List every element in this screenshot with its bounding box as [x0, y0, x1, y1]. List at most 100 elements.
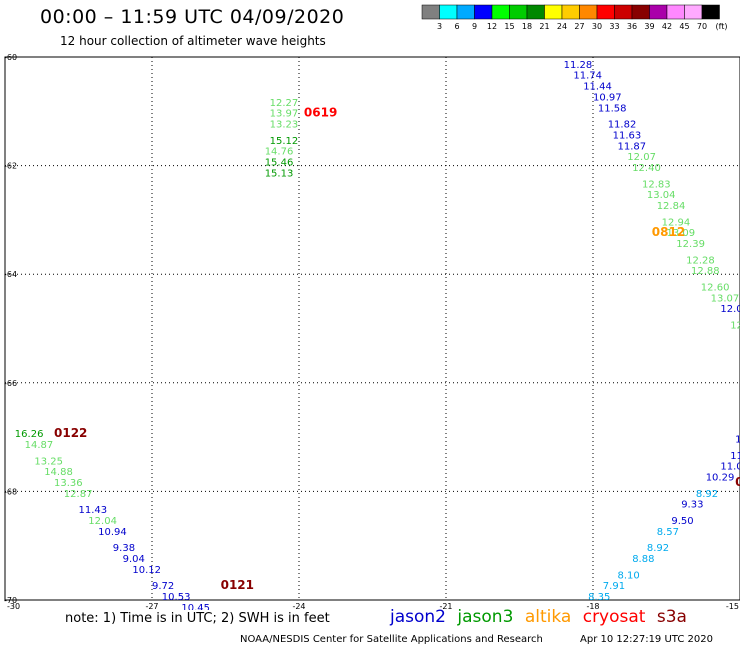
- wave-height-value: 12.28: [686, 255, 715, 266]
- wave-height-value: 12.83: [642, 179, 671, 190]
- wave-height-value: 7.91: [603, 581, 625, 592]
- colorbar-tick-label: 45: [679, 22, 689, 31]
- colorbar-tick-label: 30: [592, 22, 602, 31]
- wave-height-value: 8.92: [696, 489, 718, 500]
- pass-time-label: 0122: [54, 426, 87, 440]
- wave-height-value: 12.0: [720, 304, 740, 315]
- chart-subtitle: 12 hour collection of altimeter wave hei…: [60, 34, 326, 48]
- colorbar-tick-label: 36: [627, 22, 637, 31]
- wave-height-value: 15.13: [265, 168, 294, 179]
- wave-height-value: 10.97: [593, 92, 622, 103]
- colorbar-tick-label: 39: [644, 22, 654, 31]
- wave-height-value: 14.87: [25, 440, 54, 451]
- x-tick-label: -15: [726, 602, 739, 610]
- wave-height-value: 11.74: [573, 71, 602, 82]
- colorbar-tick-label: 3: [437, 22, 442, 31]
- wave-height-value: 10.94: [98, 527, 127, 538]
- pass-time-label: 0121: [221, 578, 254, 592]
- satellite-name-cryosat: cryosat: [582, 607, 646, 627]
- wave-height-value: 11.58: [598, 103, 627, 114]
- footnote: note: 1) Time is in UTC; 2) SWH is in fe…: [65, 611, 330, 626]
- wave-height-value: 12.27: [270, 98, 299, 109]
- wave-height-value: 14.76: [265, 147, 294, 158]
- wave-height-value: 11.82: [608, 120, 637, 131]
- wave-height-value: 10: [735, 435, 740, 446]
- wave-height-value: 12.87: [64, 489, 93, 500]
- wave-height-value: 12: [730, 321, 740, 332]
- x-tick-label: -21: [439, 602, 452, 610]
- wave-height-value: 12.88: [691, 266, 720, 277]
- colorbar: 3 6 9 12 15 18 21 24 27 30 33 36 39 42 45 70 (ft): [421, 4, 728, 31]
- colorbar-tick-label: 24: [557, 22, 567, 31]
- wave-height-value: 10.45: [181, 603, 210, 610]
- colorbar-tick-label: 70: [697, 22, 707, 31]
- y-tick-label: -70: [4, 596, 17, 605]
- pass-time-label: 0: [735, 475, 740, 489]
- satellite-legend: jason2 jason3 altika cryosat s3a: [390, 607, 693, 627]
- wave-height-value: 9.04: [123, 554, 145, 565]
- wave-height-value: 9.50: [671, 516, 693, 527]
- y-tick-label: -66: [4, 379, 17, 388]
- wave-height-value: 13.04: [647, 190, 676, 201]
- wave-height-value: 10.29: [706, 473, 735, 484]
- wave-height-value: 13.23: [270, 120, 299, 131]
- wave-height-value: 9.72: [152, 581, 174, 592]
- wave-height-value: 13.97: [270, 109, 299, 120]
- wave-height-value: 13.36: [54, 478, 83, 489]
- wave-height-value: 8.57: [657, 527, 679, 538]
- colorbar-swatch: [701, 4, 720, 20]
- wave-height-value: 8.35: [588, 592, 610, 603]
- wave-height-value: 11.28: [564, 60, 593, 71]
- wave-height-value: 11.43: [79, 505, 108, 516]
- y-tick-label: -60: [4, 53, 17, 62]
- wave-height-value: 12.84: [657, 201, 686, 212]
- wave-height-value: 13.25: [34, 456, 63, 467]
- colorbar-tick-label: 6: [454, 22, 459, 31]
- chart-title: 00:00 – 11:59 UTC 04/09/2020: [40, 6, 345, 28]
- colorbar-tick-label: 27: [574, 22, 584, 31]
- colorbar-tick-label: 15: [504, 22, 514, 31]
- pass-time-label: 0619: [304, 106, 337, 120]
- wave-height-value: 8.10: [618, 570, 640, 581]
- colorbar-tick-label: 21: [539, 22, 549, 31]
- wave-height-value: 11.00: [720, 462, 740, 473]
- wave-height-value: 10.12: [132, 565, 161, 576]
- wave-height-value: 12.39: [676, 239, 705, 250]
- wave-height-value: 16.26: [15, 429, 44, 440]
- generation-timestamp: Apr 10 12:27:19 UTC 2020: [580, 634, 713, 645]
- pass-time-label: 0812: [652, 225, 685, 239]
- plot-area: -30 -27 -24 -21 -18 -15 -60 -62 -64 -66 -68 -70 11.2…: [4, 53, 740, 610]
- satellite-name-altika: altika: [524, 607, 572, 627]
- wave-height-value: 13.09: [667, 228, 696, 239]
- satellite-name-jason3: jason3: [457, 607, 514, 627]
- wave-height-value: 12.40: [632, 163, 661, 174]
- wave-height-value: 15.46: [265, 158, 294, 169]
- wave-height-value: 12.94: [662, 217, 691, 228]
- colorbar-tick-label: 12: [487, 22, 497, 31]
- x-tick-label: -27: [145, 602, 158, 610]
- wave-height-value: 9.33: [681, 500, 703, 511]
- y-tick-label: -64: [4, 270, 17, 279]
- wave-height-value: 9.38: [113, 543, 135, 554]
- colorbar-unit: (ft): [716, 22, 728, 31]
- wave-height-value: 13.07: [711, 293, 740, 304]
- wave-height-value: 12.60: [701, 282, 730, 293]
- y-tick-label: -62: [4, 162, 17, 171]
- wave-height-value: 12.07: [627, 152, 656, 163]
- satellite-name-s3a: s3a: [656, 607, 687, 627]
- x-tick-label: -18: [586, 602, 599, 610]
- x-tick-label: -30: [7, 602, 20, 610]
- wave-height-value: 12.04: [88, 516, 117, 527]
- colorbar-tick-label: 9: [472, 22, 477, 31]
- wave-height-value: 11.63: [613, 130, 642, 141]
- y-tick-label: -68: [4, 487, 17, 496]
- credit-line: NOAA/NESDIS Center for Satellite Applica…: [240, 634, 543, 645]
- wave-height-value: 15.12: [270, 136, 299, 147]
- wave-height-value: 10.53: [162, 592, 191, 603]
- colorbar-tick-label: 18: [522, 22, 532, 31]
- x-tick-label: -24: [292, 602, 305, 610]
- satellite-name-jason2: jason2: [390, 607, 446, 627]
- colorbar-tick-label: 33: [609, 22, 619, 31]
- wave-height-value: 8.88: [632, 554, 654, 565]
- colorbar-tick-label: 42: [662, 22, 672, 31]
